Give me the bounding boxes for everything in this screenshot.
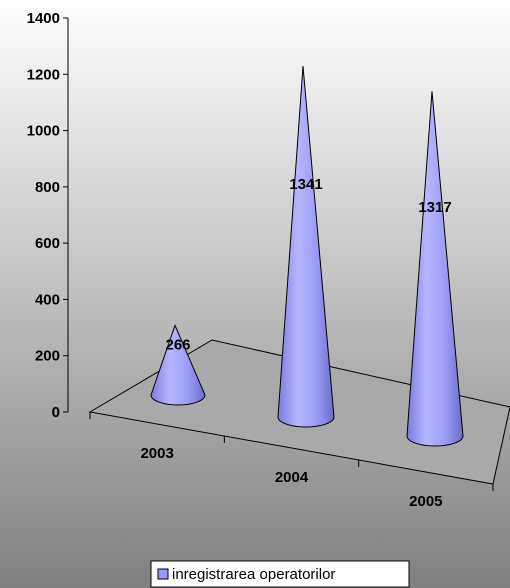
data-label: 1341 bbox=[289, 176, 322, 193]
legend: inregistrarea operatorilor bbox=[150, 560, 410, 588]
legend-swatch bbox=[157, 568, 169, 580]
cone-2005 bbox=[406, 91, 464, 447]
data-label: 266 bbox=[165, 337, 190, 354]
x-tick-label: 2003 bbox=[140, 445, 173, 462]
x-axis-ticks: 2003 2004 2005 bbox=[89, 412, 494, 510]
y-tick-label: 1000 bbox=[27, 123, 60, 140]
data-label: 1317 bbox=[418, 199, 451, 216]
cone-series bbox=[150, 65, 464, 447]
legend-box bbox=[150, 560, 410, 588]
y-tick-label: 0 bbox=[52, 404, 60, 421]
cone-body bbox=[406, 91, 464, 447]
y-tick-label: 400 bbox=[35, 291, 60, 308]
cone-2003 bbox=[150, 323, 206, 406]
cone-body bbox=[150, 323, 206, 406]
y-axis-ticks: 0 200 400 600 800 1000 1200 1400 bbox=[27, 10, 68, 421]
cone-body bbox=[277, 65, 335, 428]
cone-2004 bbox=[277, 65, 335, 428]
y-tick-label: 1200 bbox=[27, 66, 60, 83]
x-tick-label: 2004 bbox=[275, 469, 309, 486]
y-tick-label: 1400 bbox=[27, 10, 60, 27]
legend-label: inregistrarea operatorilor bbox=[172, 566, 335, 583]
y-tick-label: 600 bbox=[35, 235, 60, 252]
y-tick-label: 800 bbox=[35, 179, 60, 196]
y-tick-label: 200 bbox=[35, 348, 60, 365]
x-tick-label: 2005 bbox=[409, 493, 442, 510]
data-labels: 266 1341 1317 bbox=[165, 176, 451, 354]
